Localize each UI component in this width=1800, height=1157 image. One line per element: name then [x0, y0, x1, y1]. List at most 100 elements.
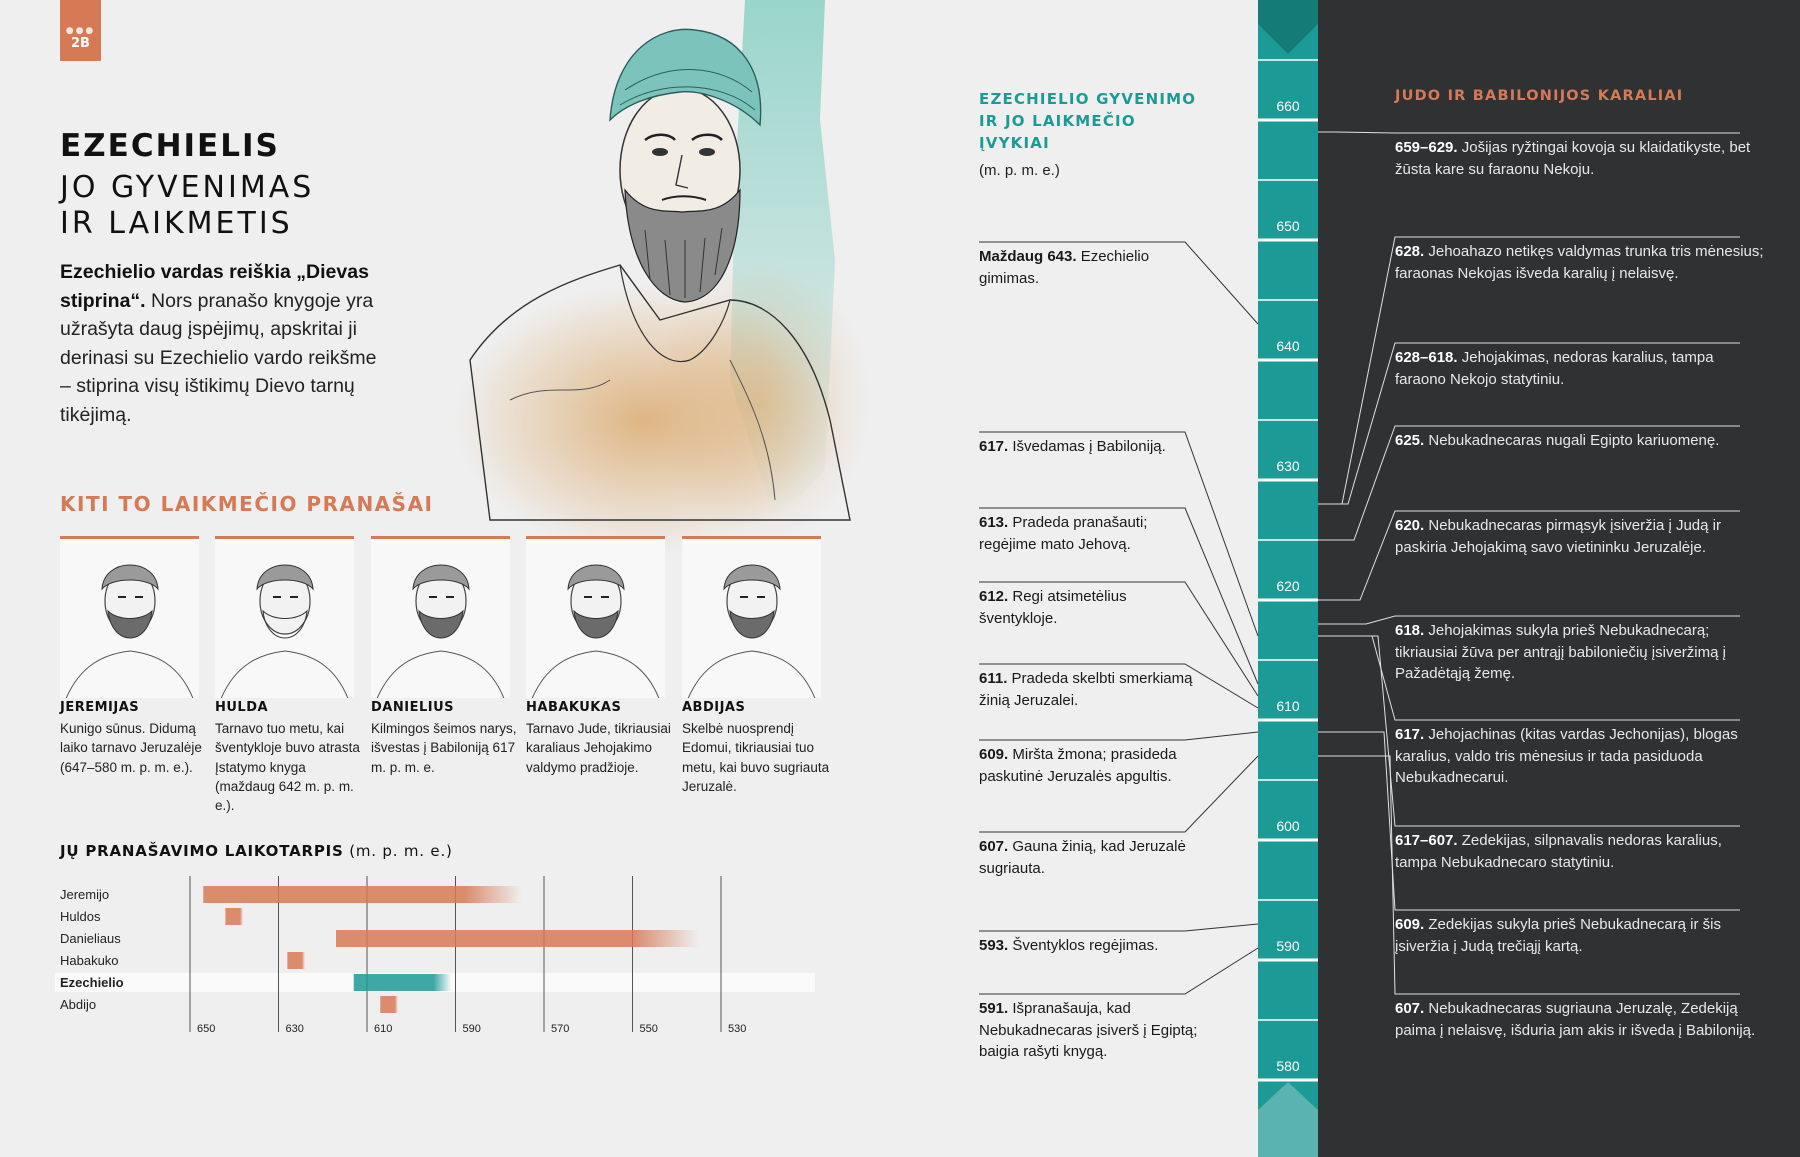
period-bar	[287, 952, 306, 969]
king-entry: 628. Jehoahazo netikęs valdymas trunka t…	[1395, 241, 1765, 284]
page-badge: ●●● 2B	[60, 0, 101, 61]
x-tick-label: 630	[286, 1023, 304, 1035]
event-year: 607.	[979, 838, 1009, 855]
event-text: Gauna žinią, kad Jeruzalė sugriauta.	[979, 838, 1186, 877]
scale-bottom-arrow	[1258, 1082, 1318, 1157]
king-year: 659–629.	[1395, 139, 1458, 156]
king-entry: 609. Zedekijas sukyla prieš Nebukadnecar…	[1395, 914, 1765, 957]
prophecy-period-unit: (m. p. m. e.)	[343, 842, 453, 860]
intro-bold: Ezechielio vardas reiškia „Dievas stipri…	[60, 261, 369, 312]
category-label: Abdijo	[60, 997, 96, 1012]
prophet-sketch	[220, 564, 349, 698]
prophet-sketch	[687, 564, 816, 698]
life-event: 612. Regi atsimetėlius šventykloje.	[979, 586, 1199, 629]
prophet-description: Tarnavo Jude, tikriausiai karaliaus Jeho…	[526, 721, 671, 775]
events-unit: (m. p. m. e.)	[979, 162, 1060, 179]
x-tick-label: 650	[197, 1023, 215, 1035]
x-tick-label: 570	[551, 1023, 569, 1035]
event-text: Miršta žmona; prasideda paskutinė Jeruza…	[979, 746, 1177, 785]
king-entry: 620. Nebukadnecaras pirmąsyk įsiveržia į…	[1395, 515, 1765, 558]
king-text: Nebukadnecaras sugriauna Jeruzalę, Zedek…	[1395, 1000, 1756, 1039]
x-tick-label: 530	[728, 1023, 746, 1035]
scale-year-label: 580	[1276, 1058, 1300, 1074]
event-text: Išpranašauja, kad Nebukadnecaras įsiverš…	[979, 1000, 1198, 1060]
king-entry: 617. Jehojachinas (kitas vardas Jechonij…	[1395, 724, 1765, 789]
scale-year-label: 590	[1276, 938, 1300, 954]
king-entry: 659–629. Jošijas ryžtingai kovoja su kla…	[1395, 137, 1765, 180]
prophet-portrait-card	[215, 536, 354, 698]
category-label: Danieliaus	[60, 931, 121, 946]
other-prophets-heading: KITI TO LAIKMEČIO PRANAŠAI	[60, 492, 434, 516]
events-heading: EZECHIELIO GYVENIMO IR JO LAIKMEČIO ĮVYK…	[979, 90, 1197, 152]
intro-text: Nors pranašo knygoje yra užrašyta daug į…	[60, 289, 377, 426]
prophet-name: DANIELIUS	[371, 700, 454, 715]
event-year: 591.	[979, 1000, 1009, 1017]
period-bar	[225, 908, 244, 925]
category-label: Ezechielio	[60, 975, 124, 990]
prophet-name: JEREMIJAS	[60, 700, 140, 715]
scale-year-label: 610	[1276, 698, 1300, 714]
prophet-sketch	[65, 564, 194, 698]
life-event: 611. Pradeda skelbti smerkiamą žinią Jer…	[979, 668, 1199, 711]
king-year: 618.	[1395, 622, 1425, 639]
prophet-description: Kilmingos šeimos narys, išvestas į Babil…	[371, 721, 517, 775]
event-year: 593.	[979, 937, 1009, 954]
prophet-sketch	[531, 564, 660, 698]
prophet-description: Kunigo sūnus. Didumą laiko tarnavo Jeruz…	[60, 721, 202, 775]
prophet-portrait-card	[526, 536, 665, 698]
event-year: Maždaug 643.	[979, 248, 1077, 265]
event-text: Pradeda skelbti smerkiamą žinią Jeruzale…	[979, 670, 1193, 709]
king-text: Jehoahazo netikęs valdymas trunka tris m…	[1395, 243, 1764, 282]
life-event: 617. Išvedamas į Babiloniją.	[979, 436, 1199, 458]
prophet-name: ABDIJAS	[682, 700, 746, 715]
event-year: 609.	[979, 746, 1009, 763]
scale-year-label: 650	[1276, 218, 1300, 234]
event-text: Išvedamas į Babiloniją.	[1008, 438, 1166, 455]
x-tick-label: 550	[640, 1023, 658, 1035]
life-event: 591. Išpranašauja, kad Nebukadnecaras įs…	[979, 998, 1199, 1063]
page-title: EZECHIELIS	[60, 128, 280, 164]
category-label: Jeremijo	[60, 887, 109, 902]
king-year: 607.	[1395, 1000, 1425, 1017]
page-number: 2B	[71, 36, 90, 51]
scale-year-label: 630	[1276, 458, 1300, 474]
prophet-portrait-card	[682, 536, 821, 698]
event-year: 611.	[979, 670, 1008, 687]
life-event: 607. Gauna žinią, kad Jeruzalė sugriauta…	[979, 836, 1199, 879]
event-connector	[979, 731, 1259, 741]
king-entry: 617–607. Zedekijas, silpnavalis nedoras …	[1395, 830, 1765, 873]
king-entry: 625. Nebukadnecaras nugali Egipto kariuo…	[1395, 430, 1765, 452]
ezekiel-portrait	[455, 0, 870, 555]
king-year: 617.	[1395, 726, 1425, 743]
king-year: 609.	[1395, 916, 1425, 933]
king-entry: 607. Nebukadnecaras sugriauna Jeruzalę, …	[1395, 998, 1765, 1041]
king-year: 625.	[1395, 432, 1425, 449]
prophet-portrait-card	[371, 536, 510, 698]
scale-top-arrow	[1258, 0, 1318, 54]
intro-paragraph: Ezechielio vardas reiškia „Dievas stipri…	[60, 258, 390, 429]
scale-year-label: 600	[1276, 818, 1300, 834]
scale-year-label: 640	[1276, 338, 1300, 354]
x-tick-label: 610	[374, 1023, 392, 1035]
category-label: Habakuko	[60, 953, 119, 968]
king-text: Jehojakimas sukyla prieš Nebukadnecarą; …	[1395, 622, 1726, 682]
event-year: 612.	[979, 588, 1009, 605]
kings-heading: JUDO IR BABILONIJOS KARALIAI	[1395, 88, 1684, 104]
period-bar	[380, 996, 398, 1013]
period-bar	[336, 930, 699, 947]
life-event: 609. Miršta žmona; prasideda paskutinė J…	[979, 744, 1199, 787]
king-entry: 628–618. Jehojakimas, nedoras karalius, …	[1395, 347, 1765, 390]
period-bar	[353, 974, 452, 991]
event-text: Šventyklos regėjimas.	[1008, 937, 1159, 954]
page-subtitle: JO GYVENIMAS IR LAIKMETIS	[60, 170, 315, 241]
prophecy-period-title: JŲ PRANAŠAVIMO LAIKOTARPIS	[60, 842, 344, 860]
period-bar	[203, 886, 522, 903]
king-text: Jehojachinas (kitas vardas Jechonijas), …	[1395, 726, 1738, 786]
prophet-portrait-card	[60, 536, 199, 698]
king-year: 628–618.	[1395, 349, 1458, 366]
king-entry: 618. Jehojakimas sukyla prieš Nebukadnec…	[1395, 620, 1765, 685]
prophet-name: HABAKUKAS	[526, 700, 622, 715]
scale-year-label: 660	[1276, 98, 1300, 114]
event-year: 617.	[979, 438, 1009, 455]
king-year: 620.	[1395, 517, 1425, 534]
